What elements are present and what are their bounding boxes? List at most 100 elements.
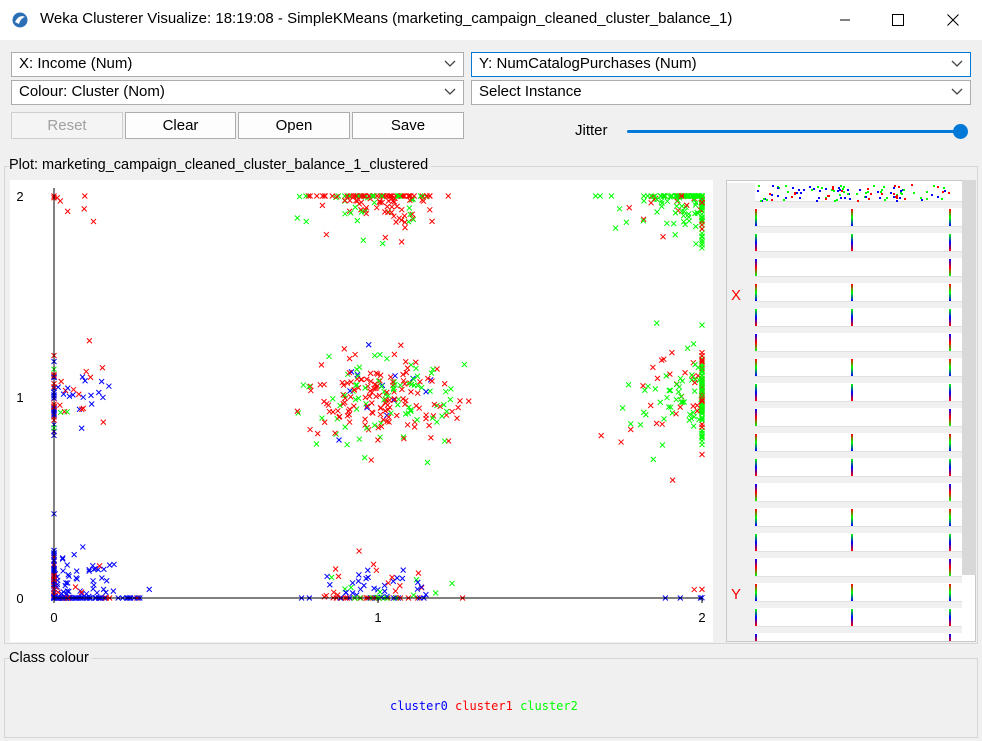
matrix-point xyxy=(895,193,898,196)
scatter-point xyxy=(358,193,365,199)
scatter-point xyxy=(381,397,387,403)
attribute-matrix-panel[interactable] xyxy=(726,180,976,642)
scatter-point xyxy=(367,378,374,385)
scatter-point xyxy=(346,355,353,362)
scatter-point xyxy=(699,221,705,228)
select-instance-value: Select Instance xyxy=(479,83,582,100)
matrix-point xyxy=(856,193,859,196)
matrix-row[interactable] xyxy=(755,183,962,202)
scatter-point xyxy=(378,383,385,390)
minimize-button[interactable] xyxy=(822,0,868,40)
scatter-point xyxy=(388,193,395,199)
matrix-scrollbar[interactable] xyxy=(962,180,976,575)
legend-cluster1[interactable]: cluster1 xyxy=(455,699,513,713)
scatter-plot[interactable]: 0 0 1 1 2 2 xyxy=(10,180,713,642)
open-button[interactable]: Open xyxy=(238,112,350,139)
scatter-point xyxy=(663,220,670,227)
scatter-point xyxy=(699,230,705,237)
matrix-point xyxy=(895,196,898,199)
matrix-row[interactable] xyxy=(755,358,962,377)
scatter-point xyxy=(332,430,338,437)
scatter-point xyxy=(323,231,330,238)
scatter-point xyxy=(307,193,314,199)
matrix-point xyxy=(893,187,896,190)
save-button[interactable]: Save xyxy=(352,112,464,139)
scatter-point xyxy=(341,346,348,352)
scatter-point xyxy=(699,203,705,210)
matrix-point xyxy=(930,193,933,196)
scatter-point xyxy=(296,193,303,200)
reset-button[interactable]: Reset xyxy=(11,112,123,139)
matrix-row[interactable] xyxy=(755,283,962,302)
y-axis-select[interactable]: Y: NumCatalogPurchases (Num) xyxy=(471,52,971,77)
matrix-row[interactable] xyxy=(755,508,962,527)
matrix-bar xyxy=(949,284,951,301)
scatter-point xyxy=(400,434,407,440)
scatter-point xyxy=(428,434,434,441)
matrix-row[interactable] xyxy=(755,208,962,227)
title-bar: Weka Clusterer Visualize: 18:19:08 - Sim… xyxy=(0,0,982,40)
matrix-point xyxy=(880,191,883,194)
matrix-row[interactable] xyxy=(755,333,962,352)
scatter-point xyxy=(626,204,633,211)
scatter-point xyxy=(414,390,421,397)
scatter-point xyxy=(371,352,378,359)
maximize-button[interactable] xyxy=(875,0,921,40)
scatter-point xyxy=(386,419,392,425)
matrix-row[interactable] xyxy=(755,408,962,427)
scatter-point xyxy=(619,405,626,411)
scatter-point xyxy=(461,361,468,368)
matrix-row[interactable] xyxy=(755,583,962,602)
matrix-point xyxy=(903,198,906,201)
scatter-point xyxy=(80,405,87,412)
scatter-point xyxy=(363,575,369,582)
jitter-slider-thumb[interactable] xyxy=(953,124,968,139)
matrix-row[interactable] xyxy=(755,533,962,552)
matrix-row[interactable] xyxy=(755,233,962,252)
matrix-point xyxy=(863,196,866,199)
matrix-point xyxy=(893,184,896,187)
scatter-point xyxy=(699,197,705,204)
scatter-point xyxy=(317,381,324,388)
matrix-row[interactable] xyxy=(755,558,962,577)
scatter-point xyxy=(88,401,95,407)
scatter-point xyxy=(321,193,328,199)
matrix-row[interactable] xyxy=(755,483,962,502)
scatter-point xyxy=(343,589,349,596)
scatter-point xyxy=(59,555,66,561)
matrix-row[interactable] xyxy=(755,258,962,277)
matrix-point xyxy=(878,197,881,200)
matrix-point xyxy=(844,197,847,200)
legend-cluster2[interactable]: cluster2 xyxy=(520,699,578,713)
scatter-point xyxy=(354,382,360,388)
scatter-point xyxy=(659,421,666,428)
scatter-point xyxy=(447,386,454,392)
scatter-point xyxy=(699,365,705,372)
x-axis-select[interactable]: X: Income (Num) xyxy=(11,52,464,77)
matrix-row[interactable] xyxy=(755,458,962,477)
close-button[interactable] xyxy=(930,0,976,40)
select-instance-select[interactable]: Select Instance xyxy=(471,80,971,105)
matrix-row[interactable] xyxy=(755,433,962,452)
matrix-point xyxy=(784,185,787,188)
scatter-point xyxy=(675,388,682,395)
scatter-point xyxy=(699,322,705,328)
clear-button[interactable]: Clear xyxy=(125,112,236,139)
matrix-row[interactable] xyxy=(755,633,962,641)
matrix-point xyxy=(880,189,883,192)
colour-select[interactable]: Colour: Cluster (Nom) xyxy=(11,80,464,105)
jitter-slider-track[interactable] xyxy=(627,130,960,133)
matrix-bar xyxy=(949,209,951,226)
scatter-point xyxy=(326,581,333,588)
scatter-point xyxy=(432,590,439,596)
legend-cluster0[interactable]: cluster0 xyxy=(390,699,448,713)
matrix-point xyxy=(911,184,914,187)
matrix-row[interactable] xyxy=(755,308,962,327)
matrix-row[interactable] xyxy=(755,608,962,627)
matrix-row[interactable] xyxy=(755,383,962,402)
matrix-bar xyxy=(755,409,757,426)
scatter-point xyxy=(696,193,703,199)
scatter-point xyxy=(378,423,385,430)
scatter-point xyxy=(455,404,461,411)
matrix-point xyxy=(785,196,788,199)
